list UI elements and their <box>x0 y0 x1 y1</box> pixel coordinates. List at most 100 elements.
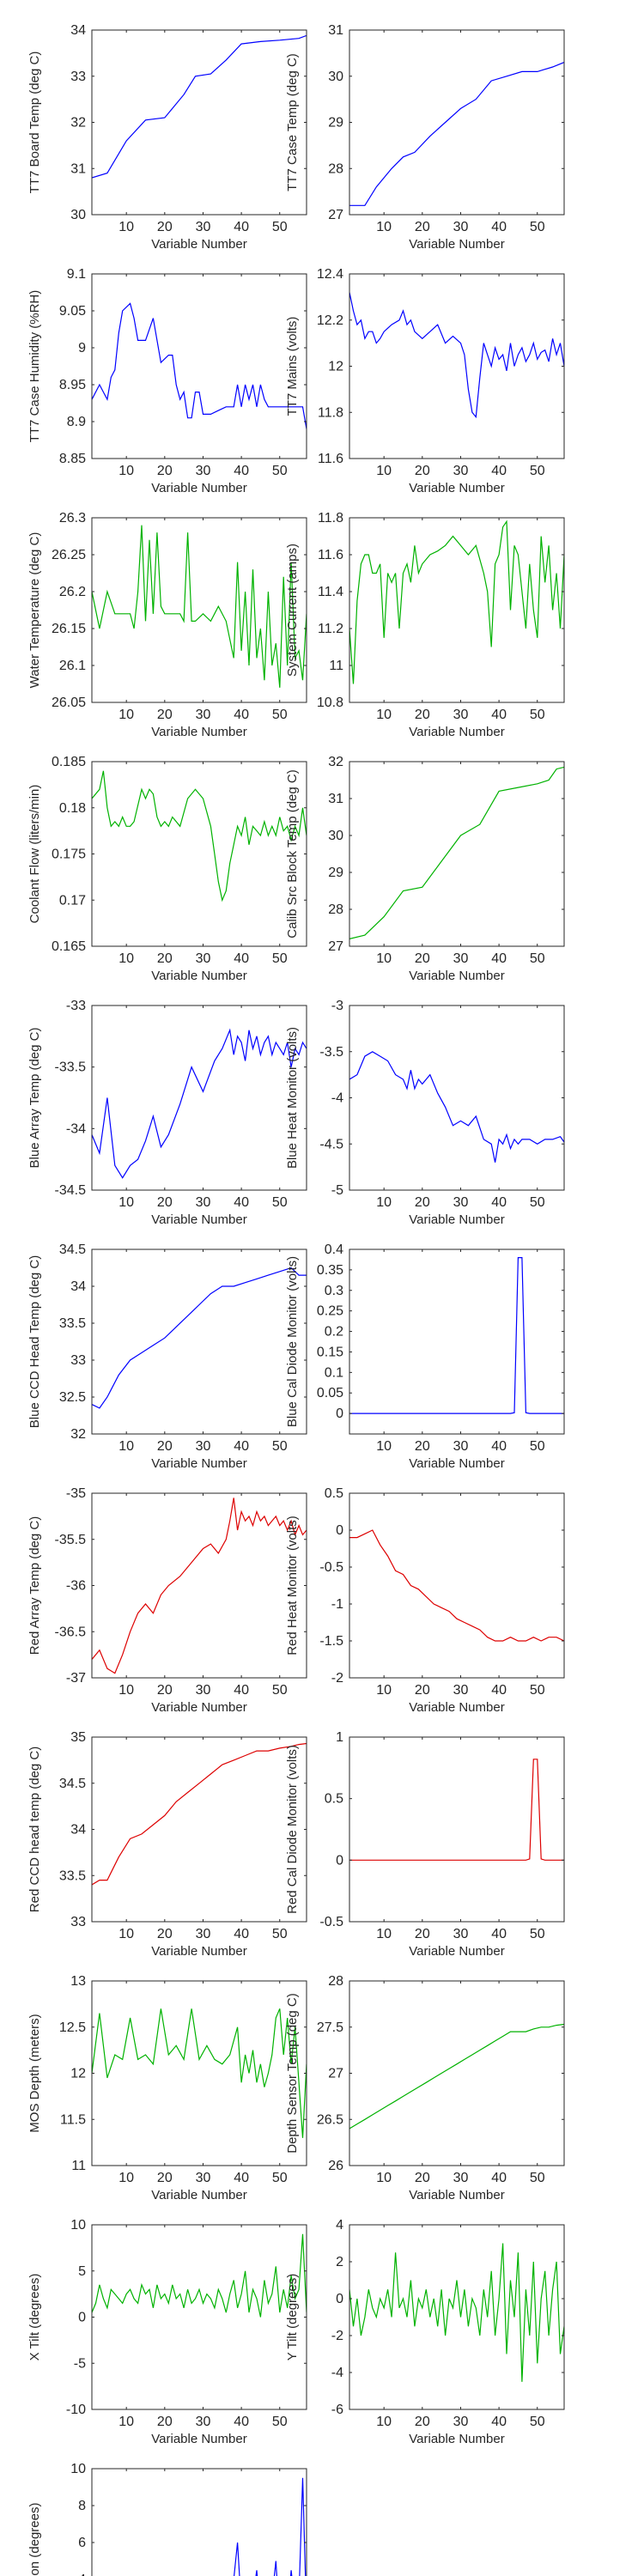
x-axis-label: Variable Number <box>409 2188 504 2202</box>
y-tick-label: 11.6 <box>318 548 343 562</box>
y-tick-label: 0 <box>336 1523 343 1538</box>
x-tick-label: 10 <box>376 220 392 234</box>
x-tick-label: 50 <box>272 1683 288 1698</box>
axes-frame <box>349 1249 565 1435</box>
x-tick-label: 50 <box>272 464 288 478</box>
series-line <box>349 1051 564 1163</box>
y-tick-label: -3.5 <box>319 1045 343 1060</box>
series-line <box>349 1256 564 1414</box>
x-tick-label: 50 <box>272 951 288 966</box>
x-tick-label: 10 <box>376 708 392 722</box>
series-line <box>92 1498 307 1674</box>
chart-panel: 10 20 30 40 50 -5 -4.5 -4 -3.5 -3 Variable Number B… <box>285 999 565 1227</box>
x-axis-label: Variable Number <box>151 481 246 495</box>
y-tick-label: -0.5 <box>319 1915 343 1929</box>
y-tick-label: 28 <box>328 161 343 176</box>
y-tick-label: 10.8 <box>317 696 343 710</box>
y-tick-label: -35.5 <box>55 1533 87 1547</box>
y-tick-label: 29 <box>328 866 343 880</box>
y-tick-label: -0.5 <box>319 1560 343 1575</box>
series-line <box>92 525 307 688</box>
y-axis-label: TT7 Case Humidity (%RH) <box>27 290 42 443</box>
y-tick-label: 4 <box>78 2573 86 2576</box>
y-tick-label: 33 <box>70 70 86 84</box>
x-tick-label: 50 <box>530 951 545 966</box>
x-tick-label: 20 <box>415 2171 430 2185</box>
y-tick-label: 31 <box>328 792 343 806</box>
x-tick-label: 10 <box>376 951 392 966</box>
x-tick-label: 30 <box>196 1439 211 1454</box>
y-tick-label: -4 <box>331 2366 343 2380</box>
y-tick-label: 0.5 <box>325 1486 343 1501</box>
x-tick-label: 40 <box>491 2415 507 2429</box>
axes-frame <box>91 761 307 947</box>
y-tick-label: 30 <box>70 208 86 222</box>
x-axis-label: Variable Number <box>409 481 504 495</box>
axes-frame <box>349 1736 565 1923</box>
y-tick-label: 8.85 <box>59 452 86 466</box>
y-tick-label: 33.5 <box>59 1316 86 1331</box>
y-axis-label: Red CCD head temp (deg C) <box>27 1747 42 1912</box>
y-tick-label: 0.175 <box>52 848 86 862</box>
chart-panel: 10 20 30 40 50 10.8 11 11.2 11.4 11.6 11.8 Variable… <box>285 511 565 739</box>
x-tick-label: 40 <box>234 1439 249 1454</box>
x-tick-label: 10 <box>118 2415 134 2429</box>
x-tick-label: 10 <box>118 2171 134 2185</box>
x-axis-label: Variable Number <box>151 2432 246 2446</box>
y-tick-label: 12.5 <box>59 2020 86 2035</box>
x-tick-label: 40 <box>234 464 249 478</box>
y-axis-label: Red Cal Diode Monitor (volts) <box>285 1745 300 1914</box>
y-tick-label: 5 <box>78 2264 86 2279</box>
x-tick-label: 30 <box>453 2415 469 2429</box>
series-line <box>92 2233 307 2318</box>
y-tick-label: 26.2 <box>59 585 86 599</box>
x-tick-label: 40 <box>234 951 249 966</box>
x-tick-label: 10 <box>118 1683 134 1698</box>
y-tick-label: 8.9 <box>67 415 86 429</box>
y-tick-label: -1 <box>331 1597 343 1612</box>
chart-panel: 10 20 30 40 50 -10 -5 0 5 10 Variable Number X Tilt… <box>27 2218 307 2446</box>
y-tick-label: 12.2 <box>317 313 343 328</box>
x-tick-label: 20 <box>415 1439 430 1454</box>
y-tick-label: -2 <box>331 2329 343 2343</box>
x-tick-label: 20 <box>157 2415 173 2429</box>
y-tick-label: 28 <box>328 1974 343 1989</box>
y-axis-label: X Tilt (degrees) <box>27 2274 42 2361</box>
x-tick-label: 40 <box>491 1927 507 1941</box>
y-tick-label: 0.4 <box>325 1242 343 1257</box>
chart-panel: 10 20 30 40 50 26.05 26.1 26.15 26.2 26.25 26.3 Var… <box>27 511 307 739</box>
axes-frame <box>91 1736 307 1923</box>
x-axis-label: Variable Number <box>409 1944 504 1959</box>
axes-frame <box>91 29 307 216</box>
y-tick-label: -36 <box>66 1579 86 1594</box>
series-line <box>349 766 564 939</box>
x-tick-label: 40 <box>491 708 507 722</box>
y-axis-label: Inclination (degrees) <box>27 2503 42 2576</box>
x-tick-label: 10 <box>118 1927 134 1941</box>
x-tick-label: 20 <box>157 1927 173 1941</box>
y-tick-label: 0.18 <box>59 801 86 816</box>
y-tick-label: 9 <box>78 341 86 355</box>
y-tick-label: 32 <box>328 755 343 769</box>
x-tick-label: 40 <box>234 1683 249 1698</box>
axes-frame <box>91 2468 307 2576</box>
y-tick-label: -33 <box>66 999 86 1013</box>
axes-frame <box>349 517 565 703</box>
axes-frame <box>91 517 307 703</box>
chart-panel: 10 20 30 40 50 27 28 29 30 31 Variable Number TT7 C… <box>285 23 565 252</box>
x-tick-label: 10 <box>376 464 392 478</box>
y-tick-label: 27 <box>328 208 343 222</box>
y-tick-label: 11 <box>329 659 343 673</box>
axes-frame <box>349 1980 565 2166</box>
x-tick-label: 40 <box>491 2171 507 2185</box>
y-axis-label: Depth Sensor Temp (deg C) <box>285 1993 300 2153</box>
x-axis-label: Variable Number <box>409 969 504 983</box>
x-tick-label: 20 <box>415 2415 430 2429</box>
x-tick-label: 30 <box>453 464 469 478</box>
x-tick-label: 30 <box>453 2171 469 2185</box>
x-tick-label: 50 <box>530 1195 545 1210</box>
y-tick-label: 0.15 <box>317 1345 343 1359</box>
y-axis-label: Calib Src Block Temp (deg C) <box>285 769 300 938</box>
y-tick-label: 27 <box>328 939 343 954</box>
x-tick-label: 20 <box>415 220 430 234</box>
